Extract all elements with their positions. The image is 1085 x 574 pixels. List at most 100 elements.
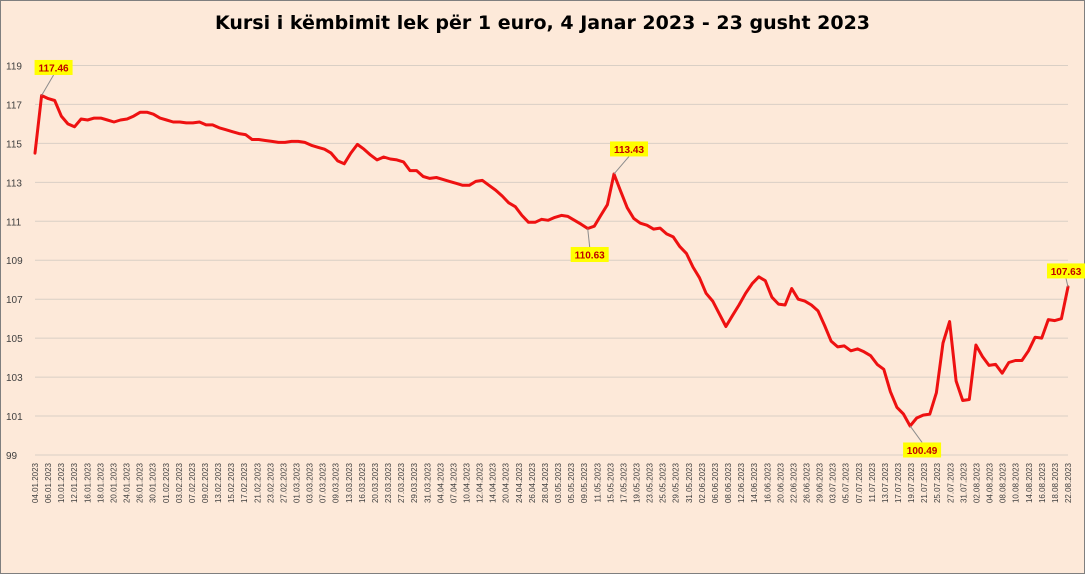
x-tick-label: 03.02.2023 — [175, 462, 184, 503]
x-tick-label: 12.06.2023 — [737, 462, 746, 503]
callout-label: 100.49 — [907, 446, 938, 457]
x-tick-label: 13.03.2023 — [345, 462, 354, 503]
x-tick-label: 14.08.2023 — [1025, 462, 1034, 503]
x-tick-label: 04.04.2023 — [436, 462, 445, 503]
y-tick-label: 103 — [6, 373, 23, 384]
y-tick-label: 105 — [6, 334, 23, 345]
x-tick-label: 09.03.2023 — [332, 462, 341, 503]
x-tick-label: 22.06.2023 — [789, 462, 798, 503]
x-tick-label: 15.05.2023 — [606, 462, 615, 503]
chart-title: Kursi i këmbimit lek për 1 euro, 4 Janar… — [214, 12, 871, 34]
x-tick-label: 03.07.2023 — [829, 462, 838, 503]
x-tick-label: 31.07.2023 — [959, 462, 968, 503]
y-tick-label: 113 — [6, 178, 22, 189]
x-tick-label: 29.05.2023 — [672, 462, 681, 503]
x-tick-label: 23.03.2023 — [384, 462, 393, 503]
callout-box — [1047, 263, 1085, 279]
x-tick-label: 30.01.2023 — [149, 462, 158, 503]
x-tick-label: 03.05.2023 — [554, 462, 563, 503]
x-tick-label: 05.07.2023 — [842, 462, 851, 503]
x-tick-label: 25.07.2023 — [933, 462, 942, 503]
x-tick-label: 06.01.2023 — [44, 462, 53, 503]
x-tick-label: 25.05.2023 — [659, 462, 668, 503]
x-tick-label: 20.01.2023 — [109, 462, 118, 503]
x-tick-label: 04.08.2023 — [986, 462, 995, 503]
x-tick-label: 29.03.2023 — [410, 462, 419, 503]
x-tick-label: 12.04.2023 — [476, 462, 485, 503]
x-tick-label: 07.07.2023 — [855, 462, 864, 503]
x-tick-label: 09.02.2023 — [201, 462, 210, 503]
x-tick-label: 17.02.2023 — [240, 462, 249, 503]
x-tick-label: 27.02.2023 — [279, 462, 288, 503]
x-tick-label: 23.05.2023 — [646, 462, 655, 503]
x-tick-label: 03.03.2023 — [306, 462, 315, 503]
x-tick-label: 28.04.2023 — [541, 462, 550, 503]
x-tick-label: 26.06.2023 — [802, 462, 811, 503]
x-tick-label: 18.01.2023 — [96, 462, 105, 503]
x-tick-label: 04.01.2023 — [31, 462, 40, 503]
x-tick-label: 16.03.2023 — [358, 462, 367, 503]
x-tick-label: 27.03.2023 — [397, 462, 406, 503]
x-tick-label: 24.01.2023 — [123, 462, 132, 503]
y-tick-label: 109 — [6, 256, 23, 267]
x-tick-label: 15.02.2023 — [227, 462, 236, 503]
x-tick-label: 01.03.2023 — [293, 462, 302, 503]
x-tick-label: 21.02.2023 — [253, 462, 262, 503]
x-tick-label: 20.03.2023 — [371, 462, 380, 503]
callout-leader — [909, 425, 923, 443]
x-tick-label: 08.06.2023 — [724, 462, 733, 503]
callout-leader — [587, 228, 591, 248]
x-tick-label: 13.07.2023 — [881, 462, 890, 503]
y-tick-label: 117 — [6, 100, 22, 111]
x-tick-label: 01.02.2023 — [162, 462, 171, 503]
y-tick-label: 115 — [6, 139, 22, 150]
callout-label: 110.63 — [575, 250, 605, 261]
x-tick-label: 11.07.2023 — [868, 462, 877, 502]
callout-leader — [41, 74, 55, 96]
callout-leader — [1065, 278, 1069, 288]
x-tick-label: 11.05.2023 — [593, 462, 602, 502]
y-tick-label: 111 — [6, 217, 22, 228]
x-tick-label: 02.08.2023 — [972, 462, 981, 503]
callout-box — [610, 141, 649, 157]
y-tick-label: 101 — [6, 412, 23, 423]
callout-leader — [613, 156, 630, 175]
x-tick-label: 06.06.2023 — [711, 462, 720, 503]
x-tick-label: 22.08.2023 — [1064, 462, 1073, 503]
y-tick-label: 119 — [6, 61, 22, 72]
x-tick-label: 10.04.2023 — [463, 462, 472, 503]
x-tick-label: 13.02.2023 — [214, 462, 223, 503]
x-tick-label: 14.04.2023 — [489, 462, 498, 503]
x-tick-label: 17.07.2023 — [894, 462, 903, 503]
x-tick-label: 18.08.2023 — [1051, 462, 1060, 503]
x-tick-label: 19.05.2023 — [632, 462, 641, 503]
x-tick-label: 21.07.2023 — [920, 462, 929, 503]
y-tick-label: 99 — [6, 451, 18, 462]
x-tick-label: 07.04.2023 — [449, 462, 458, 503]
x-tick-label: 20.06.2023 — [776, 462, 785, 503]
x-tick-label: 07.03.2023 — [319, 462, 328, 503]
x-tick-label: 26.01.2023 — [136, 462, 145, 503]
callout-label: 113.43 — [614, 145, 644, 156]
x-tick-label: 16.08.2023 — [1038, 462, 1047, 503]
x-tick-label: 12.01.2023 — [70, 462, 79, 503]
callout-box — [903, 442, 942, 458]
x-tick-label: 31.03.2023 — [423, 462, 432, 503]
x-tick-label: 02.06.2023 — [698, 462, 707, 503]
callout-label: 107.63 — [1051, 267, 1082, 278]
x-tick-label: 24.04.2023 — [515, 462, 524, 503]
callout-label: 117.46 — [39, 63, 69, 74]
x-tick-label: 16.06.2023 — [763, 462, 772, 503]
exchange-rate-line — [33, 94, 1070, 428]
callout-box — [570, 246, 609, 262]
x-tick-label: 09.05.2023 — [580, 462, 589, 503]
x-tick-label: 08.08.2023 — [999, 462, 1008, 503]
x-tick-label: 26.04.2023 — [528, 462, 537, 503]
x-tick-label: 14.06.2023 — [750, 462, 759, 503]
x-tick-label: 17.05.2023 — [619, 462, 628, 503]
x-tick-label: 31.05.2023 — [685, 462, 694, 503]
y-tick-label: 107 — [6, 295, 23, 306]
x-tick-label: 16.01.2023 — [83, 462, 92, 503]
